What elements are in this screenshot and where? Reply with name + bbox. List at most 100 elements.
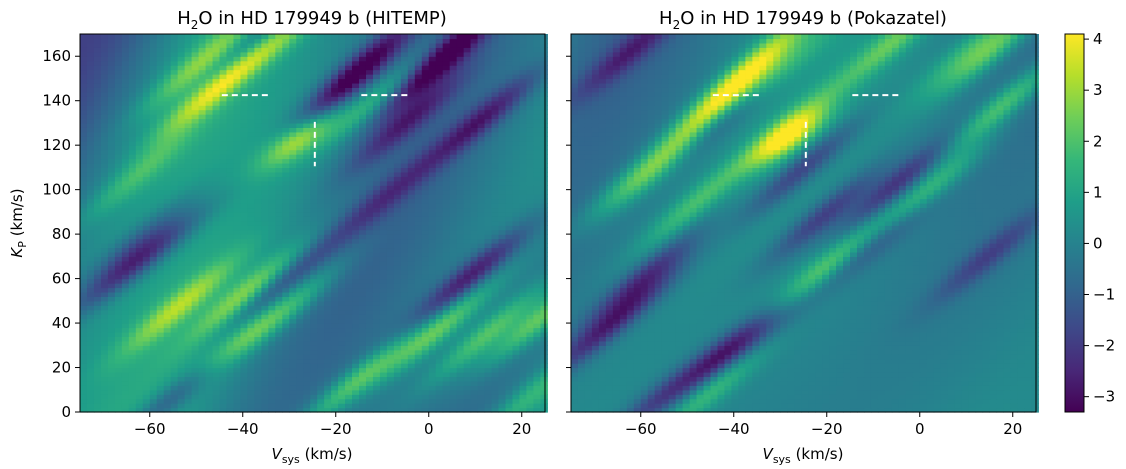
heatmap-cell xyxy=(324,100,332,106)
heatmap-cell xyxy=(177,118,186,124)
heatmap-cell xyxy=(477,149,486,155)
heatmap-cell xyxy=(456,403,465,409)
heatmap-cell xyxy=(296,243,304,249)
heatmap-cell xyxy=(240,398,248,404)
heatmap-cell xyxy=(456,91,465,97)
heatmap-cell xyxy=(289,336,297,342)
heatmap-cell xyxy=(219,407,228,413)
heatmap-cell xyxy=(484,96,493,102)
heatmap-cell xyxy=(114,118,123,124)
heatmap-cell xyxy=(107,149,116,155)
heatmap-cell xyxy=(386,154,395,160)
heatmap-cell xyxy=(107,140,116,146)
heatmap-cell xyxy=(219,194,228,200)
heatmap-cell xyxy=(386,180,395,186)
heatmap-cell xyxy=(338,162,346,169)
heatmap-cell xyxy=(205,127,214,133)
heatmap-cell xyxy=(414,318,423,324)
heatmap-cell xyxy=(303,180,311,186)
heatmap-cell xyxy=(261,380,269,386)
heatmap-cell xyxy=(491,269,500,275)
heatmap-cell xyxy=(198,185,207,191)
heatmap-cell xyxy=(198,336,207,342)
heatmap-cell xyxy=(184,376,193,382)
heatmap-cell xyxy=(149,358,158,364)
heatmap-cell xyxy=(519,287,527,293)
heatmap-cell xyxy=(484,243,493,249)
heatmap-cell xyxy=(372,158,381,164)
heatmap-cell xyxy=(345,380,353,386)
heatmap-cell xyxy=(247,176,255,182)
heatmap-cell xyxy=(491,291,500,297)
heatmap-cell xyxy=(163,127,172,133)
heatmap-cell xyxy=(114,345,123,351)
heatmap-cell xyxy=(449,340,458,346)
heatmap-cell xyxy=(261,336,269,342)
heatmap-cell xyxy=(386,265,395,271)
heatmap-cell xyxy=(442,256,451,262)
heatmap-cell xyxy=(184,131,193,137)
heatmap-cell xyxy=(80,105,88,111)
heatmap-cell xyxy=(435,269,444,275)
heatmap-cell xyxy=(282,145,290,151)
heatmap-cell xyxy=(470,109,479,115)
heatmap-cell xyxy=(80,207,88,213)
heatmap-cell xyxy=(135,127,144,133)
heatmap-cell xyxy=(282,394,290,400)
heatmap-cell xyxy=(107,176,116,182)
heatmap-cell xyxy=(505,96,514,102)
heatmap-cell xyxy=(372,389,381,395)
heatmap-cell xyxy=(324,82,332,88)
heatmap-cell xyxy=(393,220,402,226)
heatmap-cell xyxy=(324,354,332,360)
heatmap-cell xyxy=(142,340,151,346)
heatmap-cell xyxy=(470,189,479,195)
heatmap-cell xyxy=(128,105,137,111)
heatmap-cell xyxy=(93,318,102,324)
heatmap-cell xyxy=(491,145,500,151)
heatmap-cell xyxy=(156,202,165,209)
heatmap-cell xyxy=(400,331,409,337)
heatmap-cell xyxy=(240,140,248,146)
heatmap-cell xyxy=(156,243,165,249)
heatmap-cell xyxy=(345,220,353,226)
heatmap-cell xyxy=(498,176,507,182)
heatmap-cell xyxy=(226,318,235,324)
heatmap-cell xyxy=(254,309,262,315)
heatmap-cell xyxy=(170,274,179,280)
heatmap-cell xyxy=(505,247,514,253)
heatmap-cell xyxy=(247,394,255,400)
heatmap-cell xyxy=(365,198,374,204)
heatmap-cell xyxy=(205,211,214,217)
heatmap-cell xyxy=(275,118,283,124)
heatmap-cell xyxy=(393,185,402,191)
heatmap-cell xyxy=(247,278,255,284)
heatmap-cell xyxy=(219,180,228,186)
heatmap-cell xyxy=(477,345,486,351)
heatmap-cell xyxy=(505,283,514,289)
heatmap-cell xyxy=(526,251,534,257)
heatmap-cell xyxy=(365,398,374,404)
heatmap-cell xyxy=(205,371,214,378)
heatmap-cell xyxy=(365,296,374,302)
heatmap-cell xyxy=(393,118,402,124)
heatmap-cell xyxy=(100,314,109,320)
heatmap-cell xyxy=(533,149,541,155)
heatmap-cell xyxy=(282,229,290,235)
heatmap-cell xyxy=(414,229,423,235)
heatmap-cell xyxy=(345,376,353,382)
heatmap-cell xyxy=(114,407,123,413)
heatmap-cell xyxy=(533,358,541,364)
heatmap-cell xyxy=(80,283,88,289)
heatmap-cell xyxy=(156,194,165,200)
heatmap-cell xyxy=(100,243,109,249)
heatmap-cell xyxy=(170,229,179,235)
heatmap-cell xyxy=(156,136,165,142)
heatmap-cell xyxy=(505,309,514,315)
heatmap-cell xyxy=(512,131,521,137)
heatmap-cell xyxy=(449,331,458,337)
heatmap-cell xyxy=(540,265,548,271)
heatmap-cell xyxy=(407,291,416,297)
heatmap-cell xyxy=(428,389,437,395)
heatmap-cell xyxy=(310,283,318,289)
